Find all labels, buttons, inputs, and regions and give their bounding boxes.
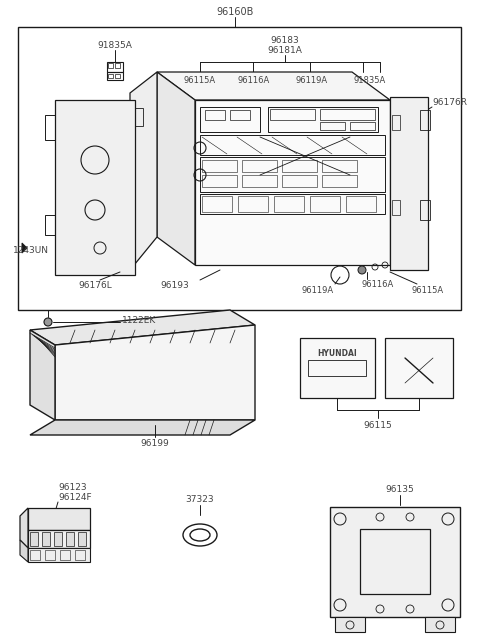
Text: 96115A: 96115A [412, 285, 444, 294]
Bar [308, 360, 366, 376]
Polygon shape [20, 508, 28, 548]
Bar [200, 135, 385, 155]
Bar [322, 160, 357, 172]
Bar [300, 338, 375, 398]
Text: 37323: 37323 [186, 495, 214, 504]
Bar [350, 122, 375, 130]
Circle shape [44, 318, 52, 326]
Text: 96115: 96115 [364, 422, 392, 430]
Bar [200, 194, 385, 214]
Polygon shape [30, 330, 55, 420]
Bar [274, 196, 304, 212]
Bar [18, 27, 461, 310]
Bar [205, 110, 225, 120]
Text: 96181A: 96181A [267, 46, 302, 55]
Bar [108, 63, 113, 68]
Bar [202, 175, 237, 187]
Bar [42, 532, 50, 546]
Text: 96193: 96193 [161, 281, 190, 290]
Text: 96199: 96199 [141, 439, 169, 448]
Polygon shape [30, 420, 255, 435]
Bar [310, 196, 340, 212]
Bar [60, 550, 70, 560]
Polygon shape [425, 617, 455, 632]
Polygon shape [335, 617, 365, 632]
Bar [242, 160, 277, 172]
Bar [238, 196, 268, 212]
Bar [202, 196, 232, 212]
Circle shape [358, 266, 366, 274]
Polygon shape [157, 72, 390, 100]
Bar [75, 550, 85, 560]
Bar [270, 109, 315, 120]
Bar [195, 100, 390, 265]
Bar [392, 200, 400, 215]
Bar [385, 338, 453, 398]
Text: 96119A: 96119A [302, 285, 334, 294]
Bar [135, 108, 143, 126]
Bar [282, 160, 317, 172]
Bar [420, 200, 430, 220]
Bar [55, 100, 135, 275]
Polygon shape [30, 310, 255, 345]
Polygon shape [55, 325, 255, 420]
Bar [45, 550, 55, 560]
Polygon shape [390, 97, 428, 270]
Bar [78, 532, 86, 546]
Bar [66, 532, 74, 546]
Bar [115, 63, 120, 68]
Text: 96124F: 96124F [58, 493, 92, 502]
Text: 91835A: 91835A [354, 75, 386, 84]
Bar [420, 110, 430, 130]
Text: 96160B: 96160B [216, 7, 254, 17]
Bar [392, 115, 400, 130]
Bar [242, 175, 277, 187]
Bar [360, 529, 430, 594]
Bar [202, 160, 237, 172]
Polygon shape [157, 72, 195, 265]
Polygon shape [20, 540, 28, 562]
Bar [30, 550, 40, 560]
Bar [108, 74, 113, 78]
Text: 96176R: 96176R [432, 97, 467, 106]
Bar [230, 110, 250, 120]
Text: 96116A: 96116A [238, 75, 270, 84]
Bar [45, 215, 55, 235]
Polygon shape [130, 72, 157, 270]
Bar [330, 507, 460, 617]
Text: 1122EK: 1122EK [122, 316, 156, 325]
Polygon shape [28, 508, 90, 530]
Bar [107, 62, 123, 72]
Bar [320, 122, 345, 130]
Bar [346, 196, 376, 212]
Polygon shape [22, 243, 27, 253]
Text: 96183: 96183 [271, 35, 300, 44]
Text: 91835A: 91835A [97, 41, 132, 50]
Bar [54, 532, 62, 546]
Text: 96176L: 96176L [78, 281, 112, 290]
Text: 96135: 96135 [385, 486, 414, 495]
Text: 96116A: 96116A [362, 279, 394, 289]
Text: 96123: 96123 [58, 484, 86, 493]
Text: HYUNDAI: HYUNDAI [317, 348, 357, 357]
Bar [322, 175, 357, 187]
Polygon shape [28, 530, 90, 548]
Text: 96119A: 96119A [296, 75, 328, 84]
Bar [115, 74, 120, 78]
Text: 96115A: 96115A [184, 75, 216, 84]
Bar [320, 109, 375, 120]
Text: 1243UN: 1243UN [13, 245, 49, 254]
Bar [268, 107, 378, 132]
Bar [200, 157, 385, 192]
Bar [282, 175, 317, 187]
Bar [30, 532, 38, 546]
Bar [200, 107, 260, 132]
Polygon shape [28, 548, 90, 562]
Bar [107, 72, 123, 80]
Bar [45, 115, 55, 140]
